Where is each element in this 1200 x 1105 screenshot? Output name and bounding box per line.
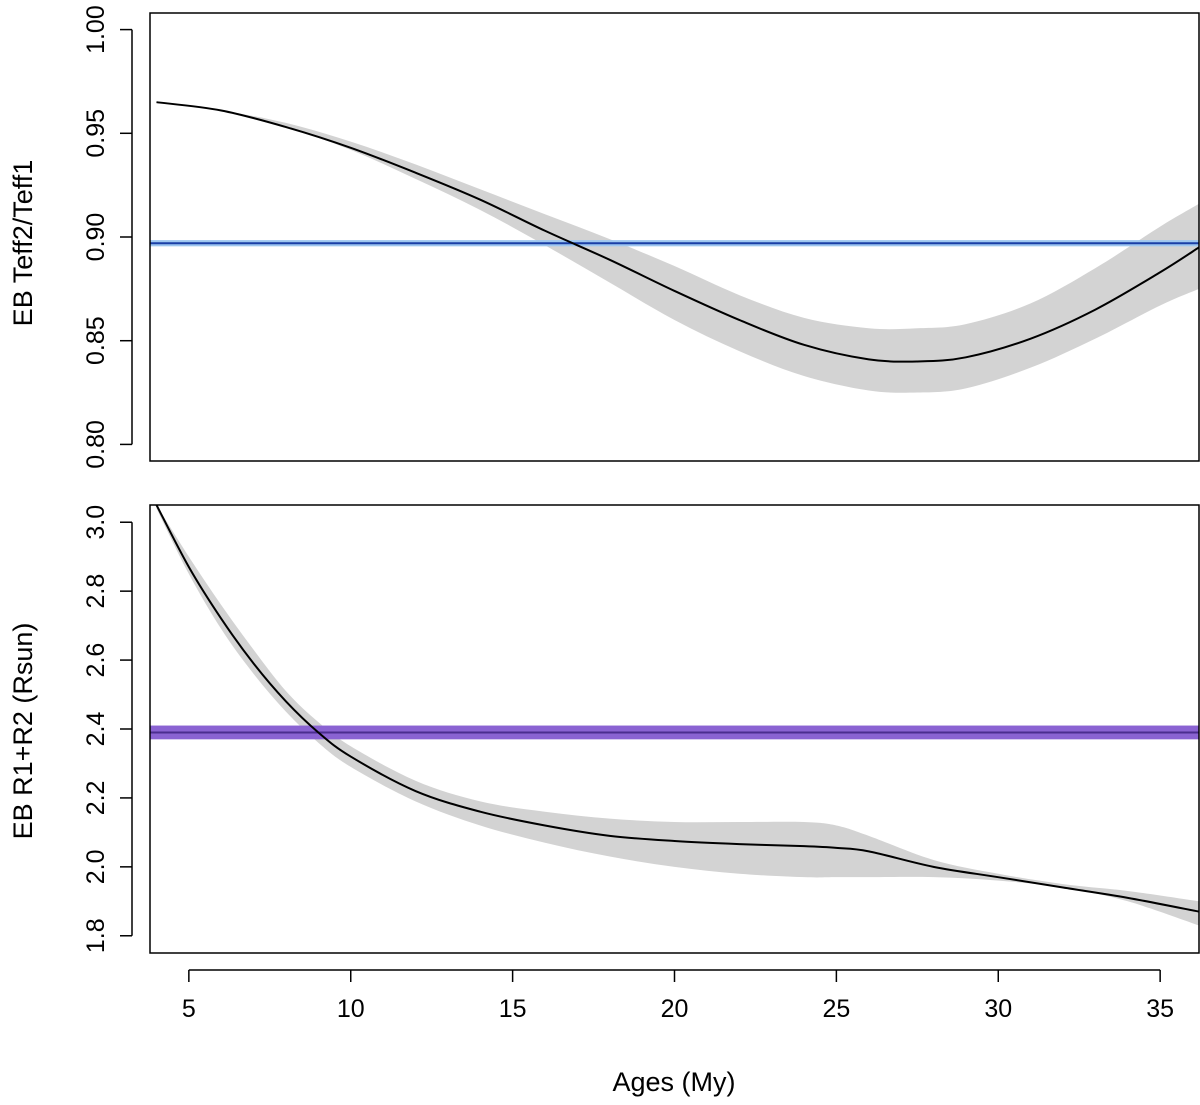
x-tick-label: 15 (499, 995, 527, 1023)
bottom-model-line (155, 505, 1199, 913)
top-y-axis: 0.80 0.85 0.90 0.95 1.00 (82, 5, 133, 469)
bottom-y-axis: 1.8 2.0 2.2 2.4 2.6 2.8 3.0 (82, 505, 133, 953)
y-tick-label: 2.2 (82, 781, 110, 816)
bottom-y-axis-label: EB R1+R2 (Rsun) (8, 623, 38, 840)
y-tick-label: 1.00 (82, 5, 110, 54)
bottom-uncertainty-band (156, 505, 1199, 926)
y-tick-label: 3.0 (82, 505, 110, 540)
panel-bottom: 1.8 2.0 2.2 2.4 2.6 2.8 3.0 5 10 15 20 25 30 35 EB R… (8, 504, 1200, 1097)
x-axis-label: Ages (My) (612, 1067, 735, 1097)
bottom-x-axis: 5 10 15 20 25 30 35 (182, 969, 1174, 1023)
x-tick-label: 35 (1146, 995, 1174, 1023)
y-tick-label: 0.95 (82, 109, 110, 158)
top-y-axis-label: EB Teff2/Teff1 (8, 160, 38, 327)
y-tick-label: 1.8 (82, 918, 110, 953)
x-tick-label: 5 (182, 995, 196, 1023)
y-tick-label: 0.90 (82, 213, 110, 262)
y-tick-label: 2.8 (82, 574, 110, 609)
top-model-line (156, 101, 1199, 363)
y-tick-label: 2.6 (82, 643, 110, 678)
panel-top: 0.80 0.85 0.90 0.95 1.00 EB Teff2/Teff1 (8, 5, 1200, 469)
x-tick-label: 25 (822, 995, 850, 1023)
y-tick-label: 2.4 (82, 712, 110, 747)
bottom-plot-frame (149, 504, 1200, 954)
y-tick-label: 2.0 (82, 849, 110, 884)
top-uncertainty-band (156, 102, 1199, 393)
y-tick-label: 0.80 (82, 420, 110, 469)
x-tick-label: 20 (661, 995, 689, 1023)
top-plot-frame (149, 12, 1200, 462)
x-tick-label: 10 (337, 995, 365, 1023)
y-tick-label: 0.85 (82, 316, 110, 365)
x-tick-label: 30 (984, 995, 1012, 1023)
